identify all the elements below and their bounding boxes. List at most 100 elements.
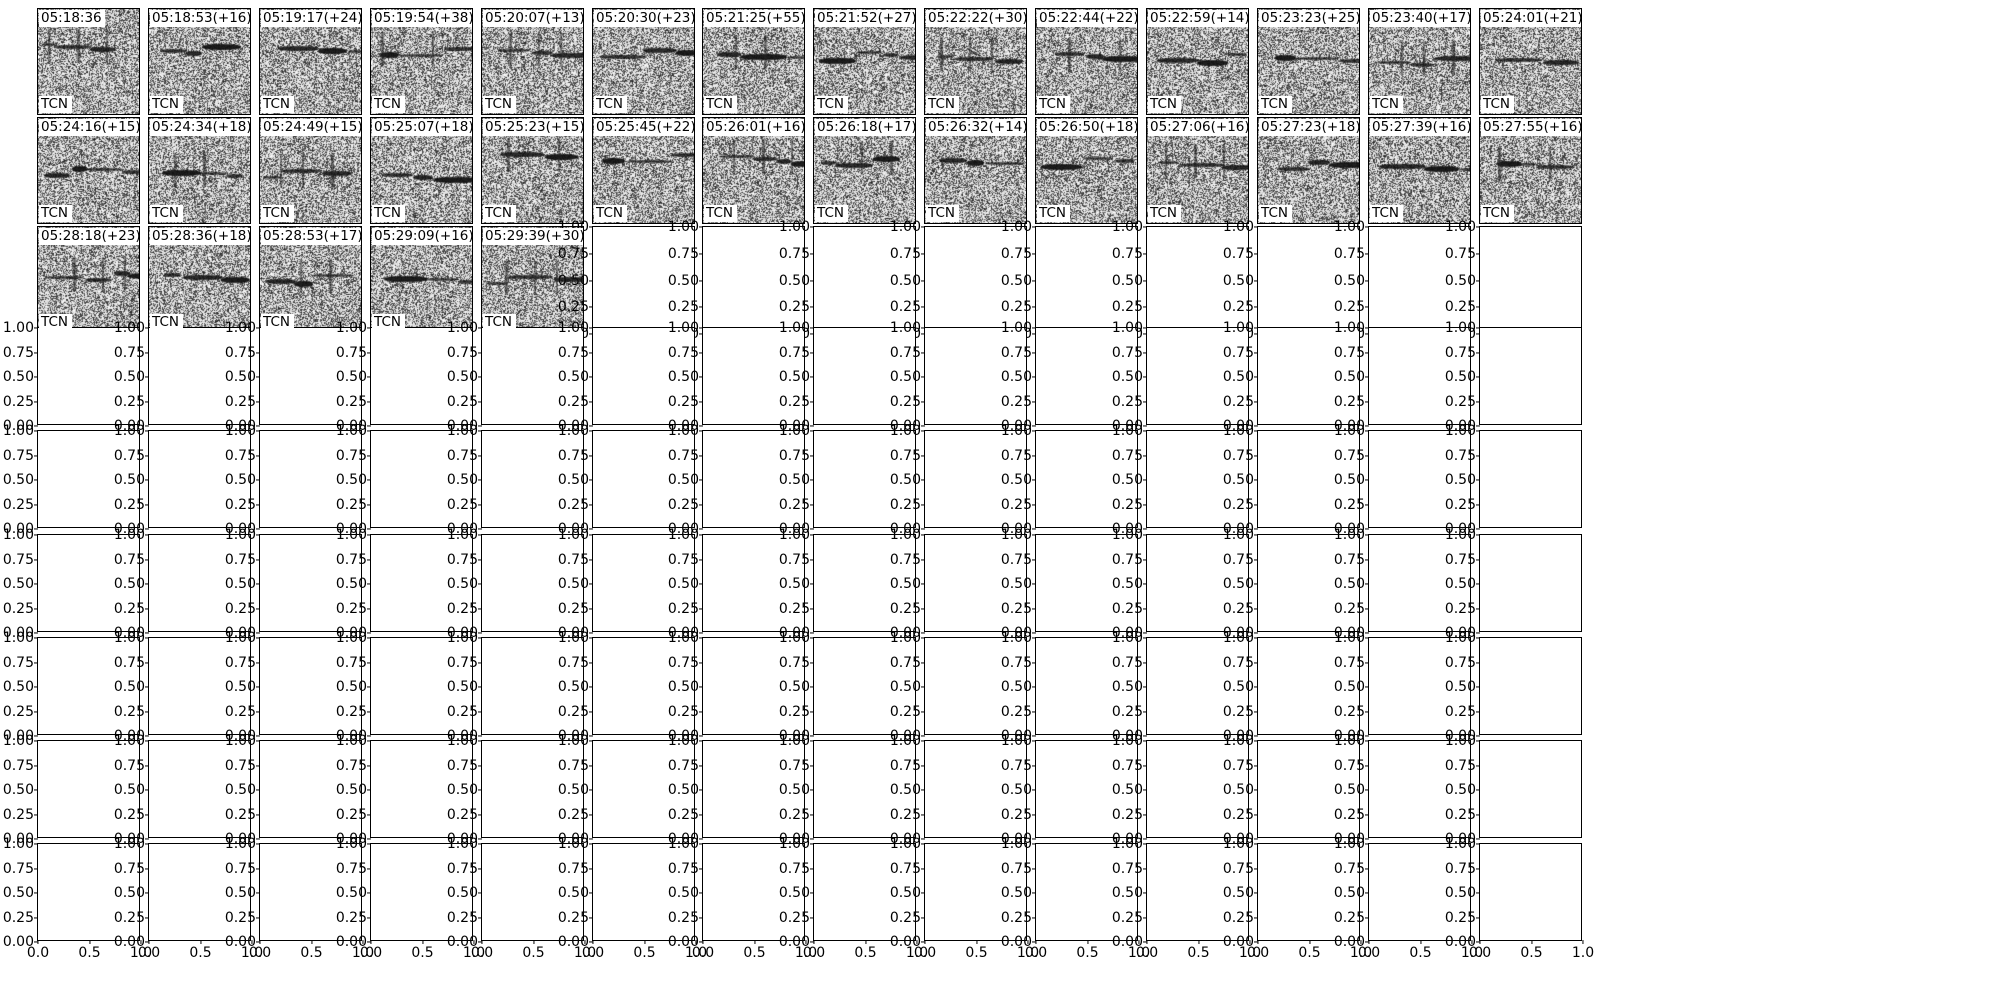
spectrogram-panel[interactable]: 05:24:49(+15) TCN <box>259 117 362 224</box>
panel-class-label: TCN <box>39 96 72 113</box>
spectrogram-panel[interactable]: 05:19:54(+38) TCN <box>370 8 473 115</box>
spectrogram-panel[interactable]: 05:27:39(+16) TCN <box>1368 117 1471 224</box>
spectrogram-panel[interactable]: 05:22:59(+14) TCN <box>1146 8 1249 115</box>
call-trace-segment <box>671 153 694 157</box>
empty-axes: 0.00 0.25 0.50 0.75 1.00 0.0 0.5 1.0 <box>1445 837 1594 960</box>
y-tick-mark <box>34 607 38 610</box>
y-tick-mark <box>34 764 38 767</box>
y-tick-mark <box>256 735 260 737</box>
x-tick-mark <box>1308 940 1311 944</box>
y-tick-mark <box>1476 503 1480 506</box>
spectrogram-panel[interactable]: 05:18:36 TCN <box>37 8 140 115</box>
y-tick-mark <box>145 813 149 816</box>
spectrogram-panel[interactable]: 05:27:55(+16) TCN <box>1479 117 1582 224</box>
y-tick-mark <box>367 454 371 457</box>
y-tick-mark <box>1032 425 1036 427</box>
y-tick-label: 1.00 <box>778 219 810 235</box>
spectrogram-panel[interactable]: 05:18:53(+16) TCN <box>148 8 251 115</box>
spectrogram-panel[interactable]: 05:19:17(+24) TCN <box>259 8 362 115</box>
spectrogram-panel[interactable]: 05:28:53(+17) TCN <box>259 226 362 333</box>
y-tick-label: 0.25 <box>1111 496 1143 513</box>
x-tick-mark <box>1027 940 1029 944</box>
spectrogram-panel[interactable]: 05:26:32(+14) TCN <box>924 117 1027 224</box>
spectrogram-panel[interactable]: 05:28:36(+18) TCN <box>148 226 251 333</box>
y-tick-label: 0.25 <box>1333 496 1365 513</box>
spectrogram-panel[interactable]: 05:23:40(+17) TCN <box>1368 8 1471 115</box>
spectrogram-panel[interactable]: 05:25:07(+18) TCN <box>370 117 473 224</box>
empty-axes: 0.00 0.25 0.50 0.75 1.00 <box>1001 734 1138 846</box>
y-tick-mark <box>478 813 482 816</box>
y-tick-mark <box>921 479 925 481</box>
broadband-tick <box>762 140 765 174</box>
spectrogram-panel[interactable]: 05:29:09(+16) TCN <box>370 226 473 333</box>
y-tick-mark <box>589 376 593 378</box>
y-tick-label: 0.75 <box>446 860 478 877</box>
panel-timestamp: 05:23:23(+25) <box>1259 10 1359 27</box>
y-tick-mark <box>145 661 149 664</box>
spectrogram-panel[interactable]: 05:25:23(+15) TCN <box>481 117 584 224</box>
spectrogram-panel[interactable]: 05:25:45(+22) TCN <box>592 117 695 224</box>
x-tick-mark <box>1138 940 1140 944</box>
y-tick-label: 1.00 <box>557 527 589 543</box>
spectrogram-panel[interactable]: 05:22:22(+30) TCN <box>924 8 1027 115</box>
x-tick-mark <box>310 940 313 944</box>
y-tick-label: 0.25 <box>667 703 699 720</box>
y-tick-label: 0.50 <box>1444 679 1476 695</box>
spectrogram-panel[interactable]: 05:24:16(+15) TCN <box>37 117 140 224</box>
y-tick-label: 0.50 <box>557 885 589 901</box>
y-tick-label: 0.50 <box>335 576 367 592</box>
spectrogram-panel[interactable]: 05:23:23(+25) TCN <box>1257 8 1360 115</box>
y-tick-label: 1.00 <box>113 423 145 439</box>
spectrogram-panel[interactable]: 05:24:01(+21) TCN <box>1479 8 1582 115</box>
y-tick-mark <box>1143 351 1147 354</box>
y-tick-mark <box>34 632 38 634</box>
y-tick-label: 0.75 <box>1000 344 1032 361</box>
y-tick-mark <box>478 583 482 585</box>
y-tick-mark <box>34 789 38 791</box>
spectrogram-panel[interactable]: 05:20:07(+13) TCN <box>481 8 584 115</box>
spectrogram-panel[interactable]: 05:21:25(+55) TCN <box>702 8 805 115</box>
y-tick-label: 0.25 <box>446 806 478 823</box>
y-tick-label: 0.25 <box>889 496 921 513</box>
spectrogram-panel[interactable]: 05:21:52(+27) TCN <box>813 8 916 115</box>
spectrogram-panel[interactable]: 05:24:34(+18) TCN <box>148 117 251 224</box>
y-tick-label: 0.25 <box>778 496 810 513</box>
spectrogram-panel[interactable]: 05:26:01(+16) TCN <box>702 117 805 224</box>
y-tick-mark <box>256 558 260 561</box>
y-tick-label: 0.00 <box>1222 831 1254 847</box>
panel-class-label: TCN <box>483 205 516 222</box>
y-tick-mark <box>921 632 925 634</box>
y-tick-mark <box>1476 333 1480 335</box>
y-tick-label: 0.00 <box>1444 934 1476 950</box>
call-trace-segment <box>199 172 227 175</box>
spectrogram-panel[interactable]: 05:26:50(+18) TCN <box>1035 117 1138 224</box>
y-tick-mark <box>699 454 703 457</box>
y-tick-label: 0.75 <box>1000 551 1032 568</box>
y-tick-mark <box>145 941 149 943</box>
call-trace-segment <box>226 174 243 178</box>
spectrogram-panel[interactable]: 05:27:23(+18) TCN <box>1257 117 1360 224</box>
y-tick-label: 1.00 <box>335 527 367 543</box>
call-trace-segment <box>122 170 139 174</box>
empty-axes: 0.00 0.25 0.50 0.75 1.00 0.0 0.5 1.0 <box>558 837 707 960</box>
spectrogram-panel[interactable]: 05:26:18(+17) TCN <box>813 117 916 224</box>
empty-axes: 0.00 0.25 0.50 0.75 1.00 <box>336 734 473 846</box>
x-tick-mark <box>864 940 867 944</box>
spectrogram-panel[interactable]: 05:28:18(+23) TCN <box>37 226 140 333</box>
y-tick-label: 0.50 <box>1333 885 1365 901</box>
spectrogram-panel[interactable]: 05:27:06(+16) TCN <box>1146 117 1249 224</box>
y-tick-label: 0.00 <box>1333 418 1365 434</box>
y-tick-label: 0.75 <box>667 447 699 464</box>
spectrogram-panel[interactable]: 05:22:44(+22) TCN <box>1035 8 1138 115</box>
spectrogram-panel[interactable]: 05:29:39(+30) TCN <box>481 226 584 333</box>
x-tick-label: 0.0 <box>137 945 161 961</box>
y-tick-mark <box>1254 789 1258 791</box>
y-tick-mark <box>1365 430 1369 432</box>
x-tick-mark <box>1368 940 1370 944</box>
y-tick-mark <box>1254 583 1258 585</box>
y-tick-label: 0.25 <box>1333 703 1365 720</box>
y-tick-label: 1.00 <box>667 423 699 439</box>
y-tick-label: 0.25 <box>1444 393 1476 410</box>
y-tick-mark <box>1032 607 1036 610</box>
spectrogram-panel[interactable]: 05:20:30(+23) TCN <box>592 8 695 115</box>
